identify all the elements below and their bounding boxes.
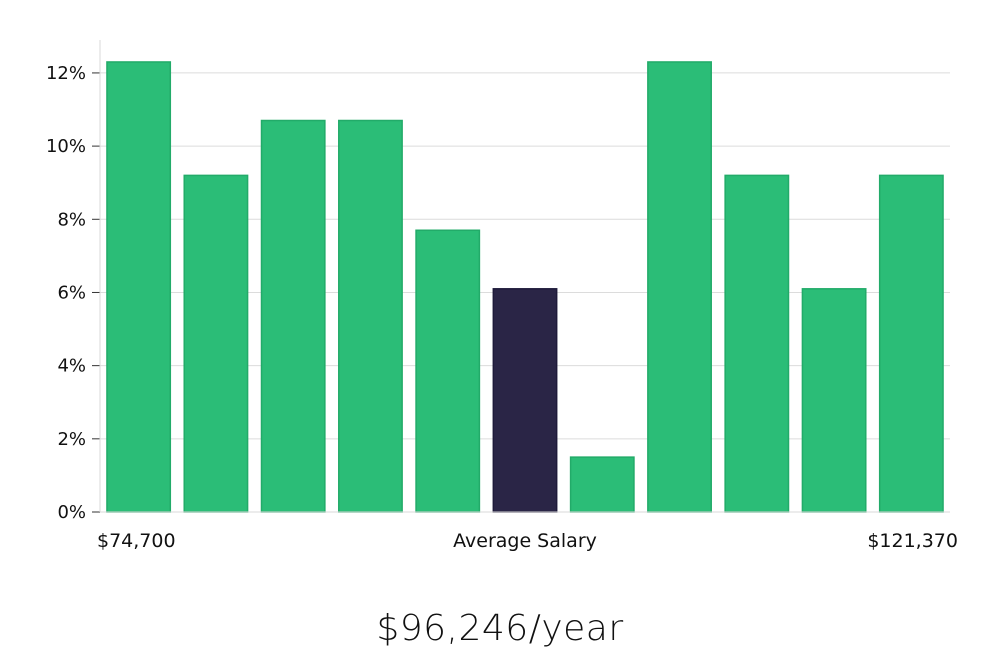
bar: [801, 288, 867, 513]
x-label-max: $121,370: [867, 530, 958, 552]
x-label-average: Average Salary: [453, 530, 597, 552]
bar: [106, 61, 172, 513]
y-tick-label: 6%: [57, 282, 86, 303]
bar: [724, 174, 790, 513]
y-tick-label: 10%: [46, 136, 86, 157]
y-axis-ticks: 0% 2% 4% 6% 8% 10% 12%: [46, 63, 100, 523]
bar: [569, 456, 635, 513]
bar: [183, 174, 249, 513]
average-salary-value: $96,246/year: [376, 608, 624, 649]
bars: [106, 61, 944, 513]
bar-average-salary: [492, 288, 558, 513]
y-tick-label: 4%: [57, 356, 86, 377]
bar: [260, 119, 326, 513]
y-tick-label: 0%: [57, 502, 86, 523]
y-tick-label: 12%: [46, 63, 86, 84]
bar: [338, 119, 403, 513]
bar: [647, 61, 712, 513]
y-tick-label: 2%: [57, 429, 86, 450]
bar: [878, 174, 944, 513]
y-tick-label: 8%: [57, 209, 86, 230]
bar: [415, 229, 481, 513]
x-label-min: $74,700: [97, 530, 176, 552]
